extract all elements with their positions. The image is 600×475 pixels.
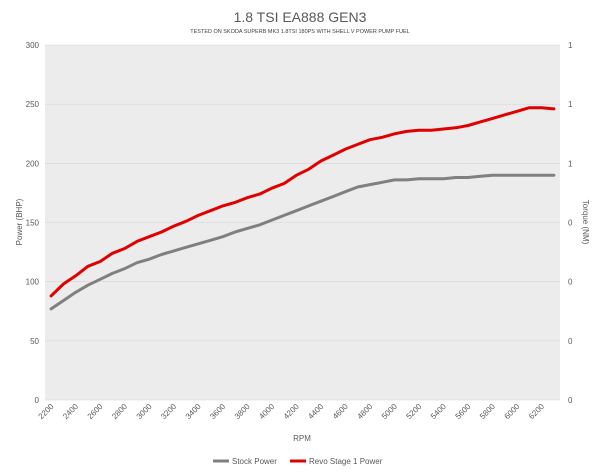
x-tick-label: 4000: [257, 402, 276, 421]
y-tick-label: 200: [26, 159, 40, 168]
chart-subtitle: TESTED ON SKODA SUPERB MK3 1.8TSI 180PS …: [190, 29, 409, 35]
y-axis-label: Power (BHP): [15, 198, 24, 245]
x-tick-label: 5400: [429, 402, 448, 421]
x-tick-label: 3200: [159, 402, 178, 421]
x-tick-label: 4200: [282, 402, 301, 421]
x-axis-label: RPM: [293, 434, 311, 443]
y-axis-ticks: 0 50 100 150 200 250 300: [26, 41, 40, 405]
y2-tick-label: 1: [568, 100, 573, 109]
x-tick-label: 2400: [61, 402, 80, 421]
x-tick-label: 3800: [233, 402, 252, 421]
x-tick-label: 5800: [478, 402, 497, 421]
series-layer: [49, 106, 556, 311]
y2-tick-label: 0: [568, 278, 573, 287]
x-tick-label: 3000: [135, 402, 154, 421]
y2-tick-label: 0: [568, 396, 573, 405]
x-tick-label: 5000: [380, 402, 399, 421]
x-tick-label: 5200: [404, 402, 423, 421]
y-tick-label: 250: [26, 100, 40, 109]
y2-tick-label: 1: [568, 41, 573, 50]
y2-axis-ticks: 0 0 0 0 1 1 1: [568, 41, 573, 405]
legend: Stock Power Revo Stage 1 Power: [213, 457, 383, 466]
gridlines: [45, 44, 560, 401]
legend-label-revo-stage-1-power: Revo Stage 1 Power: [309, 457, 383, 466]
x-tick-label: 2200: [37, 402, 56, 421]
x-tick-label: 3400: [184, 402, 203, 421]
x-axis-ticks: 2200 2400 2600 2800 3000 3200 3400 3600 3800 4000…: [37, 402, 547, 421]
series-line-stock-power: [49, 173, 556, 311]
y-tick-label: 50: [30, 337, 39, 346]
y2-axis-label: Torque (NM): [581, 200, 590, 245]
y2-tick-label: 1: [568, 159, 573, 168]
x-tick-label: 2800: [110, 402, 129, 421]
y2-tick-label: 0: [568, 337, 573, 346]
y-tick-label: 150: [26, 219, 40, 228]
x-tick-label: 4800: [355, 402, 374, 421]
x-tick-label: 4400: [306, 402, 325, 421]
y-tick-label: 300: [26, 41, 40, 50]
y-tick-label: 100: [26, 278, 40, 287]
y-tick-label: 0: [35, 396, 40, 405]
x-tick-label: 3600: [208, 402, 227, 421]
x-tick-label: 6200: [527, 402, 546, 421]
chart-title: 1.8 TSI EA888 GEN3: [234, 9, 367, 25]
series-line-revo-stage-1-power: [49, 106, 556, 298]
x-tick-label: 2600: [86, 402, 105, 421]
x-tick-label: 6000: [503, 402, 522, 421]
y2-tick-label: 0: [568, 219, 573, 228]
legend-label-stock-power: Stock Power: [232, 457, 277, 466]
x-tick-label: 4600: [331, 402, 350, 421]
x-tick-label: 5600: [454, 402, 473, 421]
